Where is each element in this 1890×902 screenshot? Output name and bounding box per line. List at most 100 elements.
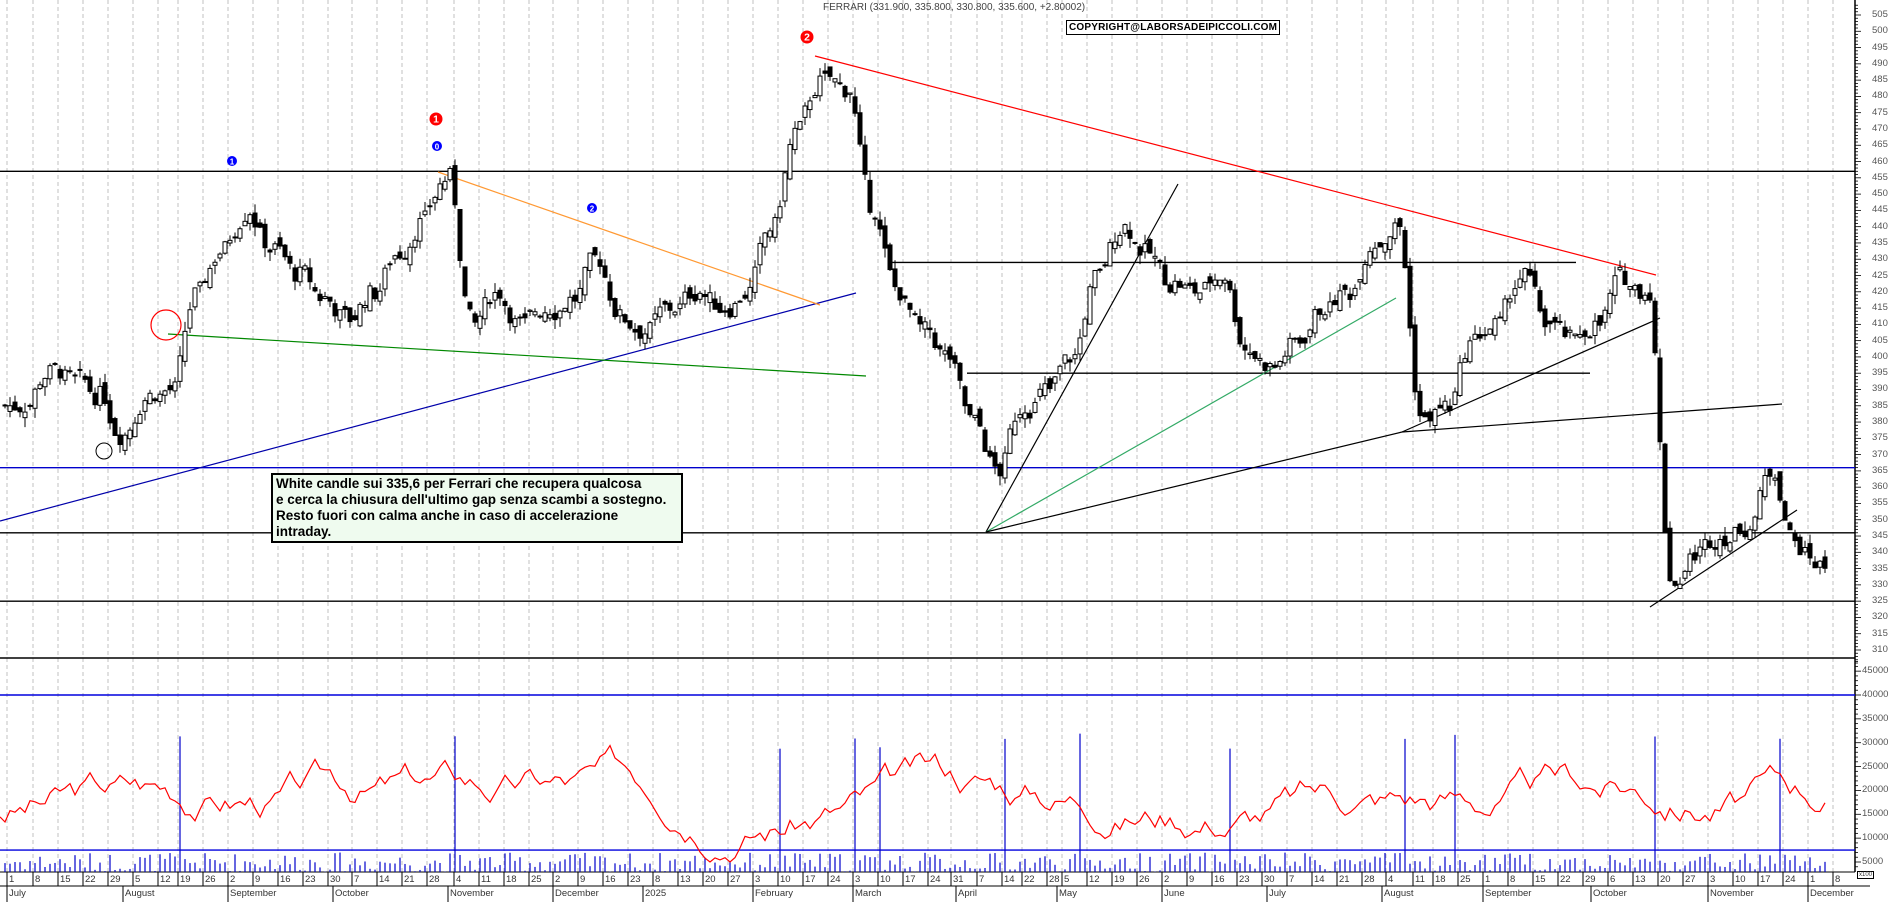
candle-body: [562, 307, 568, 312]
candle-body: [1622, 270, 1628, 286]
candle-body: [322, 296, 328, 299]
candle-body: [252, 212, 258, 228]
candle-body: [162, 390, 168, 396]
candle-body: [842, 85, 848, 98]
candle-body: [1717, 539, 1723, 557]
candle-body: [1587, 336, 1593, 339]
day-tick-label: 28: [1049, 874, 1060, 885]
candle-body: [292, 267, 298, 282]
candle-body: [717, 302, 723, 313]
price-tick-label: 480: [1872, 90, 1888, 102]
price-tick-label: 370: [1872, 448, 1888, 460]
candle-body: [1022, 412, 1028, 420]
day-tick-label: 9: [255, 874, 261, 885]
marker-icon: [800, 30, 814, 44]
candle-body: [902, 295, 908, 299]
price-tick-label: 460: [1872, 155, 1888, 167]
price-tick-label: 445: [1872, 204, 1888, 216]
candle-body: [467, 301, 473, 310]
candle-body: [1077, 337, 1083, 355]
candle-body: [1392, 222, 1398, 240]
candle-body: [632, 328, 638, 333]
day-tick-label: 22: [1560, 874, 1571, 885]
candle-body: [612, 298, 618, 318]
candle-body: [372, 287, 378, 300]
highlight-circle: [150, 309, 182, 341]
candle-body: [1817, 560, 1823, 568]
candle-body: [537, 315, 543, 318]
candle-body: [1027, 412, 1033, 419]
candle-body: [1462, 358, 1468, 363]
day-tick-label: 30: [330, 874, 341, 885]
candle-body: [412, 239, 418, 248]
day-tick-label: 17: [1760, 874, 1771, 885]
candle-body: [312, 287, 318, 292]
candle-body: [917, 316, 923, 325]
candle-body: [122, 434, 128, 451]
volume-tick-label: 20000: [1862, 784, 1889, 796]
candle-body: [262, 223, 268, 249]
candle-body: [1007, 428, 1013, 454]
candle-body: [267, 249, 273, 253]
candle-body: [1687, 553, 1693, 572]
marker-label: 2: [804, 33, 810, 44]
marker-label: 2: [590, 205, 595, 214]
candle-body: [767, 230, 773, 238]
candle-body: [72, 374, 78, 377]
candle-body: [1337, 290, 1343, 311]
month-tick-label: October: [335, 888, 369, 899]
candle-body: [1652, 300, 1658, 354]
candle-body: [707, 292, 713, 304]
candle-body: [1737, 523, 1743, 535]
price-tick-label: 420: [1872, 285, 1888, 297]
candle-body: [327, 296, 333, 302]
day-tick-label: 9: [1189, 874, 1195, 885]
candle-body: [1662, 443, 1668, 534]
candle-body: [1347, 293, 1353, 300]
candle-body: [1792, 532, 1798, 542]
candle-body: [1647, 292, 1653, 301]
candle-body: [1637, 284, 1643, 299]
candle-body: [1562, 326, 1568, 338]
month-tick-label: September: [1485, 888, 1532, 899]
candle-body: [937, 345, 943, 350]
day-tick-label: 14: [379, 874, 390, 885]
candle-body: [107, 400, 113, 424]
candle-body: [647, 322, 653, 339]
volume-tick-label: 40000: [1862, 689, 1889, 700]
candle-body: [1097, 268, 1103, 271]
candle-body: [482, 297, 488, 320]
candle-body: [1092, 269, 1098, 289]
day-tick-label: 18: [506, 874, 517, 885]
month-tick-label: August: [125, 888, 155, 899]
candle-body: [597, 259, 603, 267]
price-tick-label: 345: [1872, 530, 1888, 542]
day-tick-label: 13: [1635, 874, 1646, 885]
candle-body: [607, 281, 613, 301]
candle-body: [1137, 246, 1143, 256]
candle-body: [577, 287, 583, 303]
day-tick-label: 11: [1415, 874, 1425, 885]
candle-body: [1592, 320, 1598, 336]
month-tick-label: April: [958, 888, 978, 899]
day-tick-label: 21: [1339, 874, 1350, 885]
candle-body: [1357, 279, 1363, 283]
day-tick-label: 19: [180, 874, 191, 885]
day-tick-label: 20: [1660, 874, 1671, 885]
candle-body: [802, 105, 808, 118]
day-tick-label: 7: [979, 874, 985, 885]
candle-body: [952, 355, 958, 364]
candle-body: [1067, 359, 1073, 363]
candle-body: [1047, 378, 1053, 390]
candle-body: [787, 144, 793, 180]
candle-body: [702, 293, 708, 297]
day-tick-label: 3: [755, 874, 761, 885]
day-tick-label: 7: [1289, 874, 1295, 885]
candle-body: [1577, 334, 1583, 338]
price-tick-label: 470: [1872, 122, 1888, 134]
candle-body: [1207, 276, 1213, 284]
annotation-line: e cerca la chiusura dell'ultimo gap senz…: [276, 492, 667, 507]
candle-body: [522, 313, 528, 319]
day-tick-label: 16: [605, 874, 616, 885]
